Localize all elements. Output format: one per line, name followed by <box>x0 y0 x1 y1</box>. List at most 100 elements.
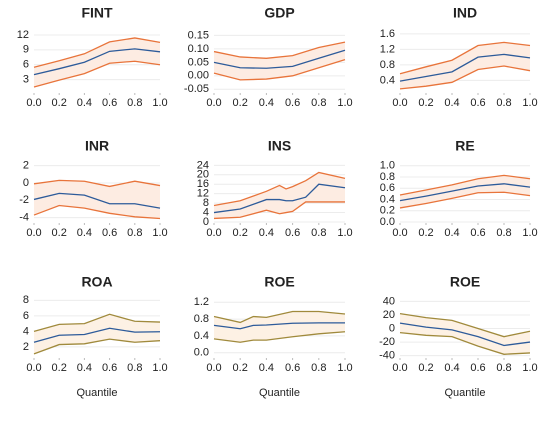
x-tick-label: 0.2 <box>418 227 433 239</box>
series-line <box>399 331 531 355</box>
y-tick-label: 0.8 <box>380 171 395 183</box>
y-tick-label: -2 <box>19 194 29 206</box>
y-tick-label: 20 <box>383 309 395 321</box>
series-line <box>33 48 161 76</box>
y-tick-label: 3 <box>23 74 29 86</box>
y-tick-label: 0.05 <box>188 56 209 68</box>
x-tick-label: 1.0 <box>522 362 537 374</box>
x-tick-label: 0.8 <box>311 227 326 239</box>
series-line <box>213 171 346 207</box>
y-tick-label: 20 <box>197 169 209 181</box>
confidence-band <box>400 313 530 355</box>
x-tick-label: 0.4 <box>77 97 92 109</box>
y-tick-label: 0.8 <box>380 59 395 71</box>
series-line <box>399 41 531 75</box>
x-tick-label: 0.6 <box>102 362 117 374</box>
x-axis-label: Quantile <box>445 387 486 399</box>
confidence-band <box>214 42 345 80</box>
series-line <box>213 183 346 214</box>
confidence-band <box>214 311 345 343</box>
series-line <box>213 41 346 59</box>
y-tick-label: 1.6 <box>380 28 395 40</box>
x-tick-label: 1.0 <box>337 227 352 239</box>
y-tick-label: 9 <box>23 44 29 56</box>
series-line <box>33 204 161 220</box>
series-line <box>399 65 531 90</box>
x-tick-label: 0.4 <box>259 362 274 374</box>
y-tick-label: 8 <box>203 197 209 209</box>
y-tick-label: 12 <box>197 188 209 200</box>
y-tick-label: 16 <box>197 178 209 190</box>
x-tick-label: 0.6 <box>470 227 485 239</box>
x-tick-label: 0.8 <box>127 362 142 374</box>
y-tick-label: 0.6 <box>380 182 395 194</box>
series-line <box>399 183 531 202</box>
x-tick-label: 0.2 <box>418 97 433 109</box>
panel-title: FINT <box>81 5 113 21</box>
series-line <box>33 338 161 355</box>
series-line <box>213 49 346 69</box>
x-tick-label: 0.6 <box>285 97 300 109</box>
confidence-band <box>400 42 530 89</box>
x-tick-label: 0.6 <box>285 227 300 239</box>
series-line <box>33 313 161 333</box>
panel-title: ROE <box>450 274 480 290</box>
series-line <box>33 37 161 68</box>
panel-title: RE <box>455 138 474 154</box>
x-tick-label: 0.2 <box>52 97 67 109</box>
series-line <box>399 191 531 209</box>
series-line <box>33 179 161 188</box>
x-tick-label: 0.0 <box>26 97 41 109</box>
x-tick-label: 0.8 <box>127 227 142 239</box>
x-tick-label: 1.0 <box>522 97 537 109</box>
y-tick-label: 0.2 <box>380 205 395 217</box>
y-tick-label: 1.2 <box>194 296 209 308</box>
x-tick-label: 0.8 <box>496 227 511 239</box>
confidence-band <box>214 172 345 219</box>
x-tick-label: 0.6 <box>470 97 485 109</box>
y-tick-label: 1.2 <box>380 43 395 55</box>
x-tick-label: 0.6 <box>102 97 117 109</box>
panel-title: INS <box>268 138 291 154</box>
x-tick-label: 1.0 <box>337 97 352 109</box>
panel-title: IND <box>453 5 477 21</box>
x-tick-label: 0.6 <box>285 362 300 374</box>
y-tick-label: 0.4 <box>194 330 209 342</box>
series-line <box>399 174 531 196</box>
x-tick-label: 0.0 <box>392 97 407 109</box>
y-tick-label: 4 <box>23 325 29 337</box>
x-tick-label: 0.6 <box>102 227 117 239</box>
y-tick-label: -20 <box>379 336 395 348</box>
y-tick-label: 2 <box>23 160 29 172</box>
x-tick-label: 0.6 <box>470 362 485 374</box>
x-tick-label: 0.2 <box>52 227 67 239</box>
series-line <box>33 192 161 209</box>
panel-title: ROE <box>264 274 294 290</box>
y-tick-label: 0 <box>389 322 395 334</box>
x-tick-label: 0.0 <box>392 227 407 239</box>
x-tick-label: 0.8 <box>127 97 142 109</box>
x-tick-label: 0.4 <box>444 227 459 239</box>
x-tick-label: 0.2 <box>52 362 67 374</box>
series-line <box>213 331 346 343</box>
x-tick-label: 1.0 <box>337 362 352 374</box>
x-tick-label: 0.4 <box>259 227 274 239</box>
x-tick-label: 0.4 <box>77 362 92 374</box>
panel-title: ROA <box>81 274 112 290</box>
y-tick-label: 24 <box>197 159 209 171</box>
x-tick-label: 0.8 <box>311 97 326 109</box>
x-tick-label: 0.4 <box>259 97 274 109</box>
x-tick-label: 0.0 <box>26 362 41 374</box>
panel-title: INR <box>85 138 109 154</box>
y-tick-label: 6 <box>23 310 29 322</box>
y-tick-label: 0.0 <box>194 347 209 359</box>
x-tick-label: 0.4 <box>444 97 459 109</box>
x-tick-label: 0.2 <box>233 97 248 109</box>
x-tick-label: 0.2 <box>233 227 248 239</box>
x-tick-label: 0.0 <box>206 362 221 374</box>
series-line <box>33 60 161 88</box>
x-tick-label: 1.0 <box>522 227 537 239</box>
series-line <box>399 312 531 338</box>
